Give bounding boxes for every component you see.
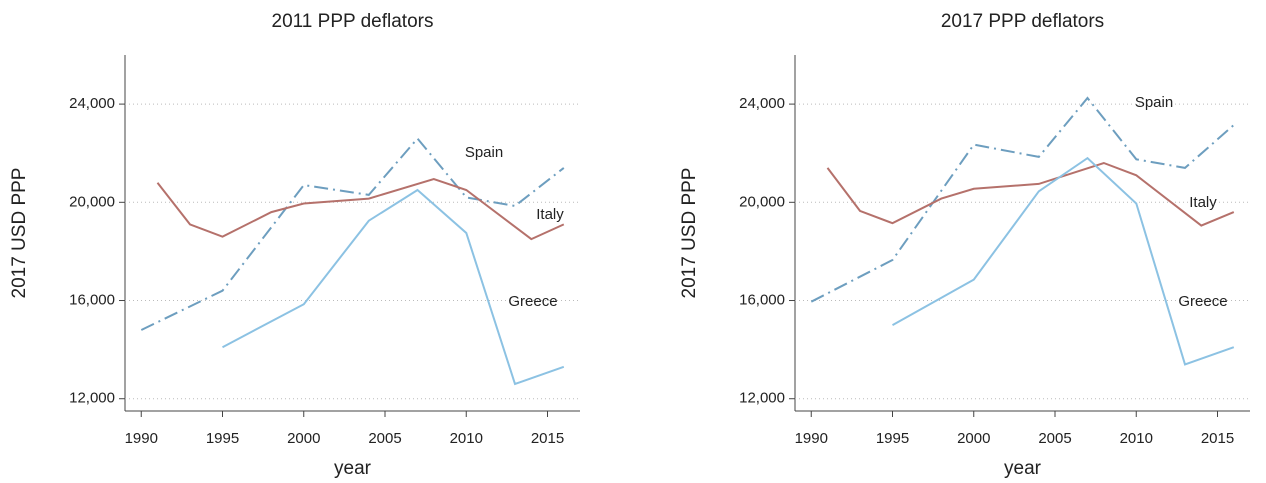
y-tick-label: 12,000 xyxy=(69,390,115,407)
x-tick-label: 1990 xyxy=(125,430,158,447)
series-line xyxy=(810,96,1235,303)
y-tick-label: 16,000 xyxy=(739,291,785,308)
series-label: Spain xyxy=(1135,94,1173,111)
y-axis-title: 2017 USD PPP xyxy=(679,168,700,299)
x-tick-label: 2000 xyxy=(287,430,320,447)
y-axis-title: 2017 USD PPP xyxy=(9,168,30,299)
x-tick-label: 2000 xyxy=(957,430,990,447)
x-tick-label: 2015 xyxy=(1201,430,1234,447)
x-tick-label: 1990 xyxy=(795,430,828,447)
x-axis-title: year xyxy=(1004,458,1042,479)
x-tick-label: 1995 xyxy=(206,430,239,447)
panel: 2011 PPP deflators year 2017 USD PPP 12,000… xyxy=(9,11,580,479)
series-label: Greece xyxy=(1178,293,1227,310)
x-axis-title: year xyxy=(334,458,372,479)
series-line xyxy=(222,188,565,386)
x-tick-label: 2005 xyxy=(368,430,401,447)
x-tick-label: 2005 xyxy=(1038,430,1071,447)
chart-title: 2011 PPP deflators xyxy=(272,11,434,32)
series-label: Greece xyxy=(508,293,557,310)
y-tick-label: 24,000 xyxy=(739,95,785,112)
y-tick-label: 24,000 xyxy=(69,95,115,112)
series-line xyxy=(156,177,565,241)
series-line xyxy=(892,156,1235,366)
panel: 2017 PPP deflators year 2017 USD PPP 12,000… xyxy=(679,11,1250,479)
x-tick-label: 1995 xyxy=(876,430,909,447)
series-line xyxy=(140,136,565,331)
y-tick-label: 20,000 xyxy=(69,193,115,210)
series-label: Italy xyxy=(1189,194,1217,211)
x-tick-label: 2010 xyxy=(1120,430,1153,447)
series-line xyxy=(826,161,1235,227)
y-tick-label: 12,000 xyxy=(739,390,785,407)
x-tick-label: 2015 xyxy=(531,430,564,447)
y-tick-label: 16,000 xyxy=(69,291,115,308)
x-tick-label: 2010 xyxy=(450,430,483,447)
series-label: Italy xyxy=(536,206,564,223)
chart-title: 2017 PPP deflators xyxy=(941,11,1104,32)
y-tick-label: 20,000 xyxy=(739,193,785,210)
series-label: Spain xyxy=(465,144,503,161)
